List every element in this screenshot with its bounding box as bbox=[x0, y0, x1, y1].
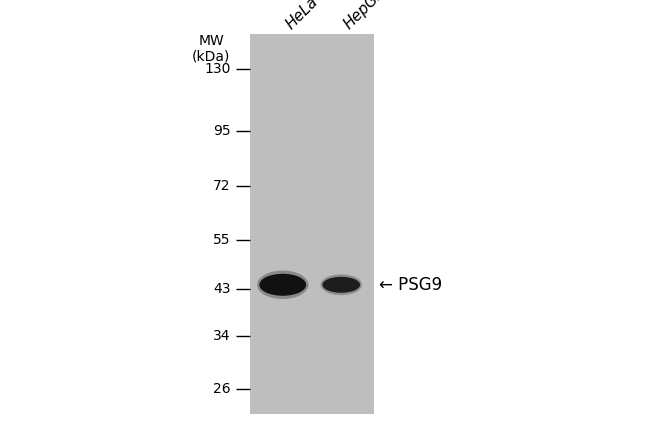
Text: 43: 43 bbox=[213, 282, 231, 296]
Ellipse shape bbox=[320, 274, 362, 295]
Ellipse shape bbox=[259, 274, 306, 296]
Text: 130: 130 bbox=[204, 62, 231, 76]
Ellipse shape bbox=[257, 271, 309, 299]
Text: 34: 34 bbox=[213, 329, 231, 343]
Text: HeLa: HeLa bbox=[283, 0, 320, 32]
Text: 95: 95 bbox=[213, 124, 231, 138]
Text: 72: 72 bbox=[213, 179, 231, 193]
Text: HepG2: HepG2 bbox=[341, 0, 389, 32]
Text: 26: 26 bbox=[213, 382, 231, 396]
Ellipse shape bbox=[322, 277, 360, 293]
Text: 55: 55 bbox=[213, 233, 231, 247]
Text: ← PSG9: ← PSG9 bbox=[379, 276, 442, 294]
Text: MW
(kDa): MW (kDa) bbox=[192, 34, 231, 64]
